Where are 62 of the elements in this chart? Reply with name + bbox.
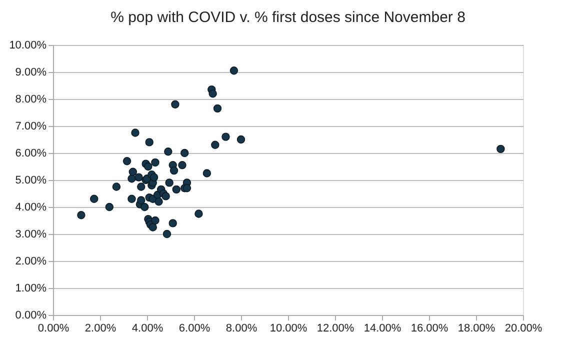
x-tick-label: 18.00% bbox=[458, 322, 496, 334]
y-tick-label: 1.00% bbox=[15, 282, 47, 294]
x-tick-label: 0.00% bbox=[38, 322, 70, 334]
x-tick-label: 10.00% bbox=[270, 322, 308, 334]
x-tick-label: 6.00% bbox=[178, 322, 210, 334]
point bbox=[236, 135, 246, 144]
point bbox=[144, 162, 152, 171]
x-tick-label: 20.00% bbox=[504, 322, 542, 334]
point bbox=[208, 90, 217, 98]
point bbox=[165, 178, 174, 187]
point bbox=[151, 158, 160, 167]
point bbox=[172, 185, 180, 194]
point bbox=[151, 216, 160, 225]
y-tick-label: 8.00% bbox=[15, 94, 47, 106]
point bbox=[162, 192, 170, 200]
point bbox=[148, 223, 157, 232]
point bbox=[171, 100, 180, 108]
point bbox=[128, 168, 138, 176]
point bbox=[194, 210, 203, 218]
chart-title: % pop with COVID v. % first doses since November 8 bbox=[110, 9, 466, 26]
y-tick-label: 10.00% bbox=[9, 40, 47, 52]
point bbox=[145, 138, 154, 146]
point bbox=[168, 219, 177, 228]
y-tick-label: 3.00% bbox=[15, 228, 47, 240]
point bbox=[154, 198, 163, 206]
point bbox=[202, 169, 212, 178]
y-tick-label: 4.00% bbox=[15, 202, 47, 214]
point bbox=[131, 128, 140, 137]
point bbox=[77, 211, 86, 220]
point bbox=[222, 132, 230, 141]
point bbox=[180, 148, 189, 158]
point bbox=[90, 194, 98, 203]
point bbox=[170, 166, 178, 175]
point bbox=[230, 66, 238, 75]
point bbox=[122, 157, 132, 166]
point bbox=[137, 196, 146, 204]
point bbox=[211, 140, 220, 149]
point bbox=[150, 173, 158, 182]
x-tick-label: 2.00% bbox=[84, 322, 116, 334]
y-tick-label: 6.00% bbox=[15, 148, 47, 160]
x-tick-label: 14.00% bbox=[364, 322, 402, 334]
y-tick-label: 0.00% bbox=[15, 310, 47, 322]
x-tick-label: 4.00% bbox=[132, 322, 164, 334]
y-tick-label: 2.00% bbox=[15, 256, 47, 268]
point bbox=[164, 148, 172, 156]
y-tick-label: 7.00% bbox=[15, 120, 47, 132]
point bbox=[137, 182, 146, 191]
y-tick-label: 5.00% bbox=[15, 174, 47, 186]
x-tick-label: 16.00% bbox=[410, 322, 448, 334]
x-tick-label: 12.00% bbox=[316, 322, 354, 334]
point bbox=[105, 202, 114, 212]
point bbox=[134, 173, 143, 182]
point bbox=[128, 194, 136, 203]
point bbox=[140, 202, 149, 212]
point bbox=[213, 104, 222, 113]
point bbox=[182, 184, 192, 192]
point bbox=[496, 144, 505, 154]
point bbox=[162, 230, 172, 238]
point bbox=[112, 182, 121, 191]
x-tick-label: 8.00% bbox=[226, 322, 258, 334]
point bbox=[178, 161, 186, 170]
y-tick-label: 9.00% bbox=[15, 66, 47, 78]
